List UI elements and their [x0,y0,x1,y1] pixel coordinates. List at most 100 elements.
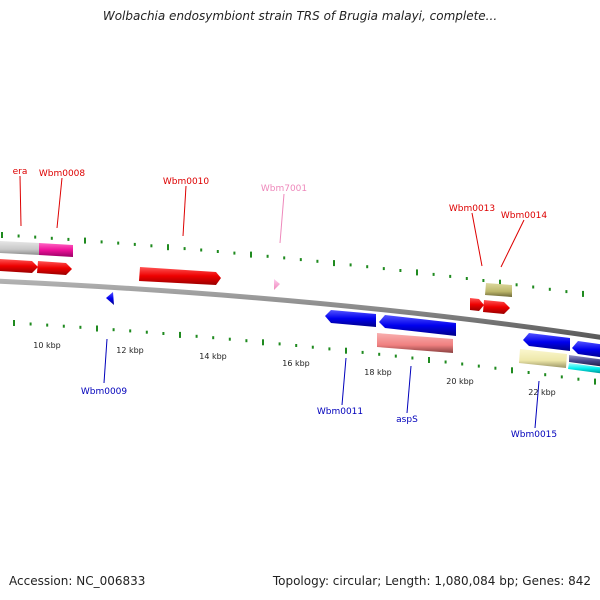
outer-ruler-tick [266,254,269,258]
map-title: Wolbachia endosymbiont strain TRS of Bru… [102,9,498,23]
outer-ruler-tick [482,279,485,282]
leader-line-wbm0014 [500,219,525,268]
gene-label-wbm0015[interactable]: Wbm0015 [511,430,557,440]
outer-ruler-tick [200,248,203,252]
gene-asps-arrow [379,315,456,336]
inner-ruler-tick [560,375,563,379]
outer-ruler-tick [333,260,335,267]
inner-ruler-tick [179,331,181,338]
inner-ruler-tick [112,328,115,332]
outer-ruler-tick [17,234,20,238]
inner-ruler-tick [345,347,347,354]
outer-ruler-tick [100,240,103,244]
genome-backbone [0,278,600,340]
inner-ruler-tick [378,352,381,356]
gene-wbm0014-arrow [483,300,510,314]
gene-wbm0010-arrow [139,267,221,285]
gene-label-wbm7001[interactable]: Wbm7001 [261,184,307,194]
inner-ruler-tick [361,350,364,354]
inner-ruler-tick [428,357,430,363]
outer-ruler-tick [432,272,435,276]
outer-ruler-tick [316,259,319,263]
outer-ruler-tick [133,242,136,246]
inner-ruler-tick [295,344,298,347]
inner-ruler-tick [494,366,497,370]
ruler-label-12-kbp: 12 kbp [116,346,144,355]
gene-wbm0013-arrow [470,298,484,311]
inner-ruler-tick [527,371,530,374]
outer-ruler-tick [216,250,219,253]
gene-wbm0008-arrow [37,261,72,275]
inner-ruler-tick [577,377,580,381]
gene-label-wbm0013[interactable]: Wbm0013 [449,204,495,214]
outer-ruler-tick [565,290,568,294]
outer-ruler-tick [465,277,468,280]
outer-ruler-tick [499,279,501,286]
inner-ruler-tick [444,360,447,364]
gene-label-wbm0009[interactable]: Wbm0009 [81,387,128,397]
outer-ruler-tick [233,251,236,255]
outer-ruler-tick [1,232,3,238]
leader-line-wbm0015 [534,380,540,429]
inner-ruler-tick [311,345,314,349]
gene-label-wbm0010[interactable]: Wbm0010 [163,177,210,187]
outer-ruler-tick [50,236,53,240]
inner-tick-track [13,320,596,385]
outer-ruler-tick [67,237,70,241]
ruler-label-22-kbp: 22 kbp [528,388,556,397]
leader-line-wbm0009 [103,338,108,384]
outer-tick-track [1,232,584,297]
outer-ruler-tick [283,256,286,260]
inner-ruler-tick [511,367,513,374]
inner-ruler-tick [62,324,65,328]
outer-ruler-tick [150,244,153,248]
ruler-label-20-kbp: 20 kbp [446,377,474,386]
outer-ruler-tick [299,258,302,262]
leader-line-wbm0010 [182,185,187,237]
leader-line-wbm0008 [56,177,63,229]
gene-unlabeled-reverse-arrow [572,341,600,358]
gene-label-wbm0011[interactable]: Wbm0011 [317,407,363,417]
inner-ruler-tick [162,332,165,335]
ruler-label-18-kbp: 18 kbp [364,368,392,377]
gene-wbm0011-arrow [325,310,376,327]
leader-line-era [19,175,22,227]
gene-label-era[interactable]: era [13,167,28,177]
inner-ruler-tick [212,336,215,340]
gene-wbm0009-arrow [106,292,114,305]
gene-label-asps[interactable]: aspS [396,415,418,425]
outer-ruler-tick [250,251,252,258]
gene-era-arrow [0,259,38,273]
outer-ruler-tick [416,269,418,276]
outer-ruler-tick [515,283,518,287]
inner-ruler-tick [79,325,82,329]
inner-ruler-tick [46,323,49,327]
inner-ruler-tick [129,329,132,333]
inner-ruler-tick [411,356,414,360]
inner-ruler-tick [278,342,281,346]
gene-wbm7001-arrow [274,279,280,290]
accession-text: Accession: NC_006833 [9,574,146,588]
gene-label-wbm0014[interactable]: Wbm0014 [501,211,548,221]
ruler-label-16-kbp: 16 kbp [282,359,310,368]
outer-ruler-tick [532,285,535,289]
track-salmon-block [377,333,453,353]
leader-line-wbm0013 [471,212,483,267]
inner-ruler-tick [477,364,480,368]
outer-ruler-tick [382,267,385,271]
outer-ruler-tick [582,290,584,297]
ruler-label-14-kbp: 14 kbp [199,352,227,361]
leader-line-wbm7001 [279,193,285,244]
genome-summary-text: Topology: circular; Length: 1,080,084 bp… [272,574,591,588]
leader-line-asps [406,365,412,414]
gene-label-wbm0008[interactable]: Wbm0008 [39,169,86,179]
inner-ruler-tick [461,362,464,366]
track-khaki-block [519,349,567,368]
outer-ruler-tick [366,265,369,269]
track-navy-block [569,355,600,367]
track-cyan-block [568,363,600,374]
track-magenta-block [39,243,73,257]
outer-ruler-tick [167,244,169,251]
inner-ruler-tick [594,378,596,385]
